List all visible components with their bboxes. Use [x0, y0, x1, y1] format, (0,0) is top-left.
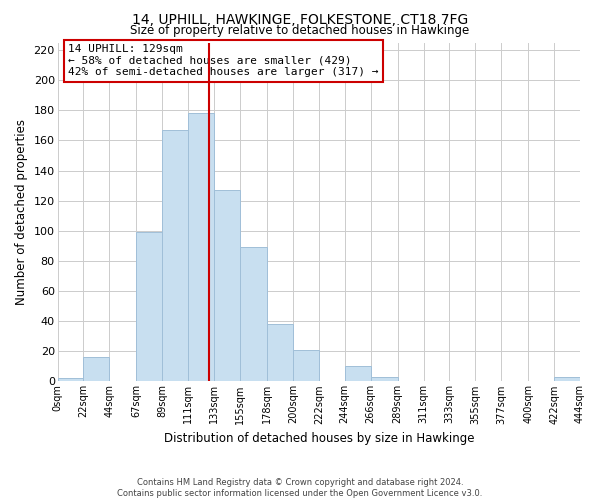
Bar	[240, 248, 267, 382]
X-axis label: Distribution of detached houses by size in Hawkinge: Distribution of detached houses by size …	[164, 432, 474, 445]
Bar	[267, 324, 293, 382]
Text: 14 UPHILL: 129sqm
← 58% of detached houses are smaller (429)
42% of semi-detache: 14 UPHILL: 129sqm ← 58% of detached hous…	[68, 44, 379, 78]
Bar	[344, 366, 371, 382]
Bar	[214, 190, 240, 382]
Text: 14, UPHILL, HAWKINGE, FOLKESTONE, CT18 7FG: 14, UPHILL, HAWKINGE, FOLKESTONE, CT18 7…	[132, 12, 468, 26]
Bar	[83, 358, 109, 382]
Text: Contains HM Land Registry data © Crown copyright and database right 2024.
Contai: Contains HM Land Registry data © Crown c…	[118, 478, 482, 498]
Text: Size of property relative to detached houses in Hawkinge: Size of property relative to detached ho…	[130, 24, 470, 37]
Y-axis label: Number of detached properties: Number of detached properties	[15, 119, 28, 305]
Bar	[554, 377, 580, 382]
Bar	[58, 378, 83, 382]
Bar	[371, 377, 398, 382]
Bar	[188, 114, 214, 382]
Bar	[163, 130, 188, 382]
Bar	[136, 232, 163, 382]
Bar	[293, 350, 319, 382]
